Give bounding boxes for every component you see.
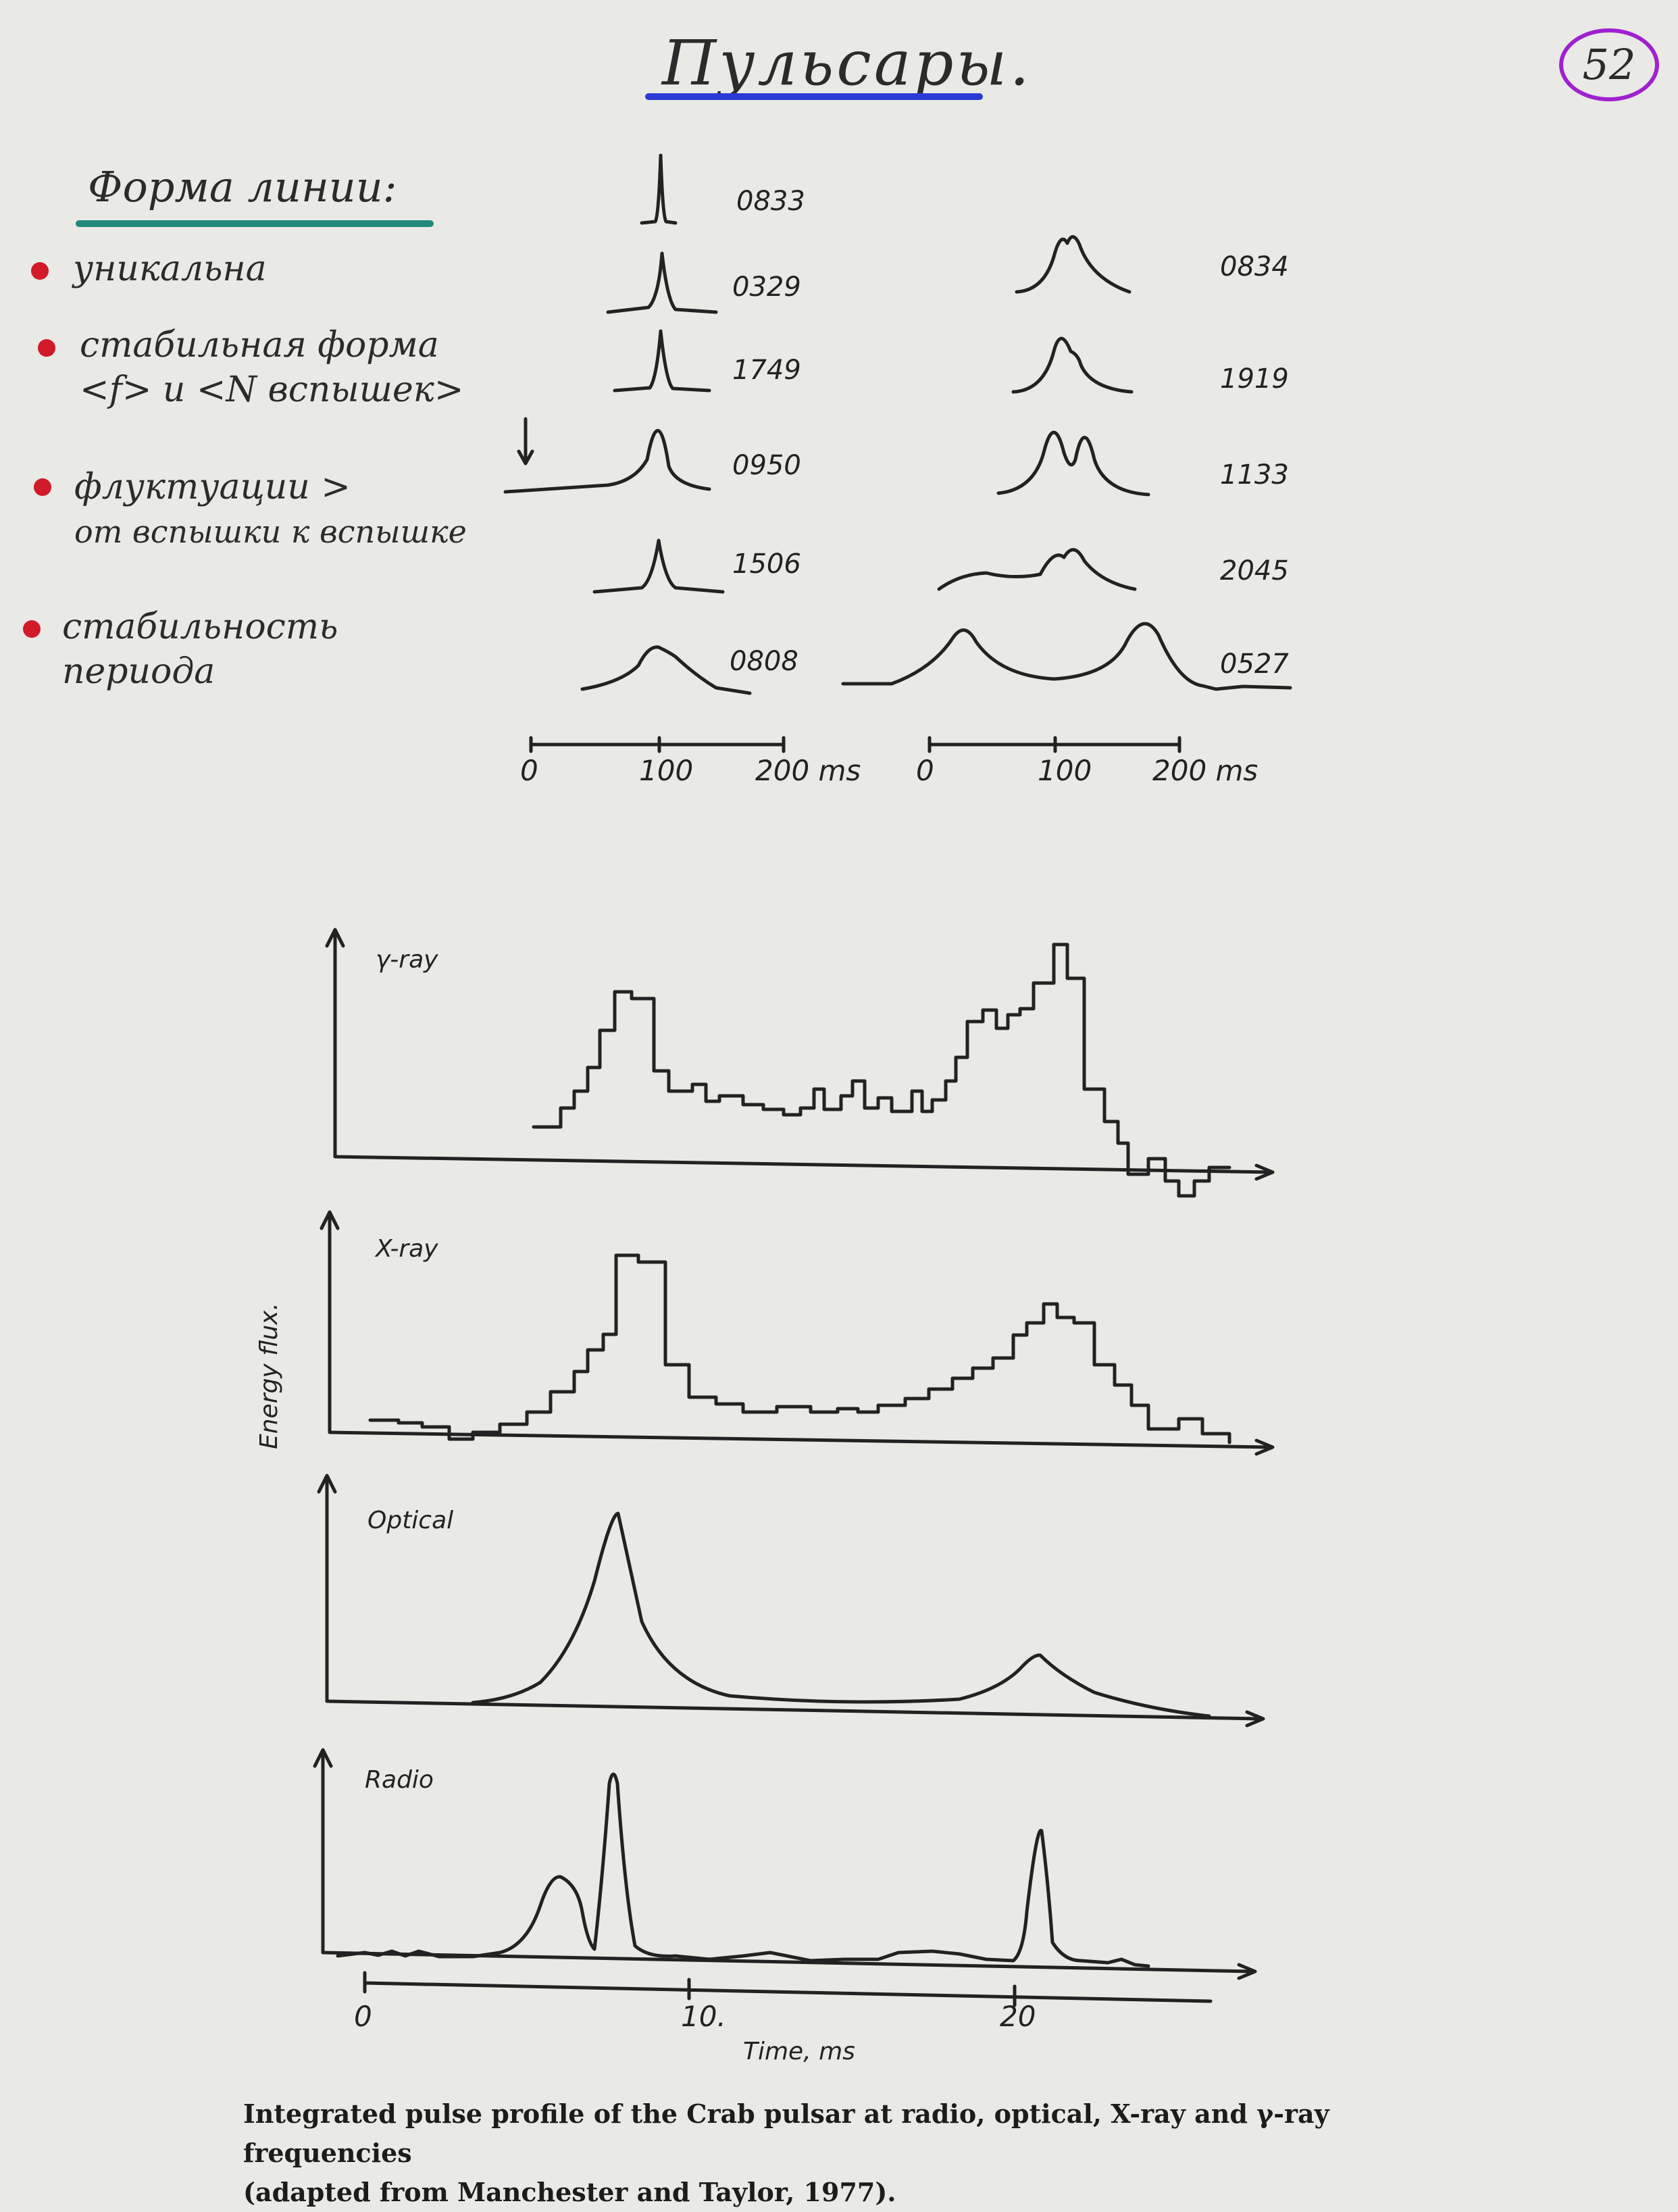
- profile-axis-right: [927, 736, 1181, 753]
- pulsar-label: 0329: [732, 272, 801, 303]
- profile-curve-1919: [1011, 336, 1134, 394]
- note-line: стабильность: [62, 607, 338, 647]
- pulsar-label: 0834: [1220, 251, 1289, 282]
- caption-line: Integrated pulse profile of the Crab pul…: [243, 2098, 1329, 2168]
- pulsar-label: 0527: [1220, 649, 1289, 680]
- pulsar-label: 2045: [1220, 555, 1289, 586]
- profile-curve-0833: [640, 153, 678, 225]
- profile-curve-1133: [996, 430, 1150, 497]
- x-tick-label: 10.: [681, 2000, 726, 2033]
- axis-tick-label: 200 ms: [1152, 754, 1258, 787]
- note-line: от вспышки к вспышке: [74, 513, 467, 550]
- optical-axes: [317, 1474, 1265, 1728]
- note-item-stable-shape: стабильная форма <f> и <N вспышек>: [80, 323, 463, 412]
- x-tick-label: 20: [1000, 2000, 1036, 2033]
- figure-caption: Integrated pulse profile of the Crab pul…: [243, 2094, 1500, 2212]
- title-underline: [645, 93, 983, 100]
- profile-curve-0527: [841, 622, 1292, 691]
- bullet-marker: [34, 478, 51, 496]
- note-item-period-stability: стабильность периода: [62, 605, 338, 694]
- gamma-ray-axes: [325, 928, 1275, 1181]
- axis-tick-label: 200 ms: [755, 754, 861, 787]
- bullet-marker: [38, 339, 55, 357]
- profile-curve-0808: [580, 645, 752, 695]
- profile-curve-0834: [1015, 235, 1132, 294]
- panel-label-radio: Radio: [365, 1766, 434, 1794]
- marker-arrow: [517, 417, 534, 466]
- profile-axis-left: [529, 736, 786, 753]
- note-line: стабильная форма: [80, 325, 439, 366]
- notes-heading-underline: [76, 220, 434, 227]
- profile-curve-0950: [503, 429, 711, 494]
- pulsar-label: 1749: [732, 355, 801, 386]
- x-ray-curve: [368, 1253, 1231, 1444]
- note-line: <f> и <N вспышек>: [80, 370, 464, 410]
- note-item-fluctuations: флуктуации > от вспышки к вспышке: [74, 465, 467, 554]
- axis-tick-label: 100: [639, 754, 694, 787]
- pulsar-label: 1133: [1220, 459, 1289, 491]
- radio-time-axis: [363, 1971, 1213, 2007]
- page-title: Пульсары.: [662, 27, 1032, 99]
- panel-label-xray: X-ray: [376, 1235, 438, 1263]
- axis-tick-label: 0: [520, 754, 538, 787]
- gamma-ray-curve: [532, 942, 1231, 1198]
- pulsar-label: 0833: [736, 186, 805, 217]
- radio-axes: [313, 1748, 1257, 1980]
- x-axis-label: Time, ms: [743, 2038, 855, 2065]
- notes-heading: Форма линии:: [88, 162, 397, 211]
- panel-label-optical: Optical: [367, 1507, 454, 1534]
- pulsar-label: 0808: [730, 646, 798, 677]
- axis-tick-label: 100: [1038, 754, 1092, 787]
- note-line: уникальна: [73, 249, 267, 289]
- radio-curve: [336, 1772, 1150, 1968]
- note-line: флуктуации >: [74, 467, 351, 507]
- profile-curve-1749: [613, 329, 711, 393]
- panel-label-gamma: γ-ray: [376, 946, 438, 974]
- profile-curve-2045: [937, 548, 1137, 591]
- page-number-badge: 52: [1559, 28, 1659, 101]
- x-tick-label: 0: [354, 2000, 372, 2033]
- pulsar-label: 1506: [732, 549, 801, 580]
- note-line: периода: [62, 651, 215, 692]
- pulsar-label: 0950: [732, 450, 801, 481]
- bullet-marker: [31, 262, 49, 280]
- x-ray-axes: [320, 1210, 1275, 1456]
- profile-curve-1506: [592, 538, 725, 594]
- caption-line: (adapted from Manchester and Taylor, 197…: [243, 2177, 896, 2207]
- optical-curve: [471, 1511, 1211, 1718]
- axis-tick-label: 0: [916, 754, 934, 787]
- profile-curve-0329: [606, 251, 718, 314]
- note-item-unique: уникальна: [73, 247, 267, 291]
- pulsar-label: 1919: [1220, 363, 1289, 395]
- bullet-marker: [23, 620, 41, 638]
